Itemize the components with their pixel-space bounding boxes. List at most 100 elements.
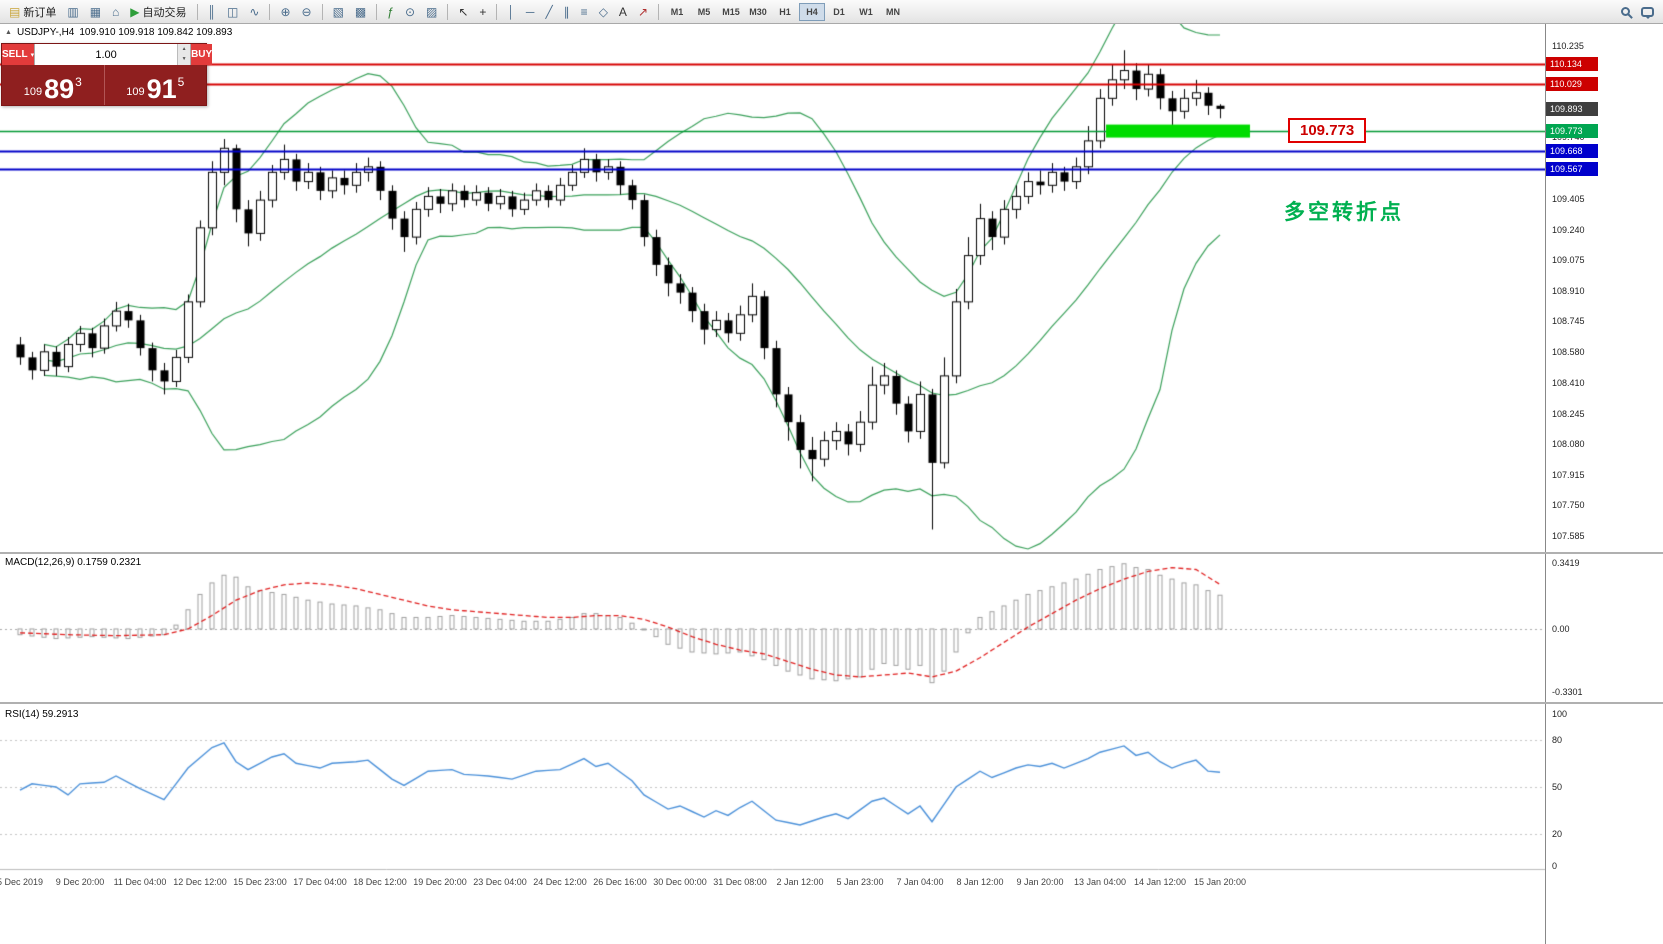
market-watch-icon: ▥ <box>67 4 79 19</box>
time-axis-label: 8 Jan 12:00 <box>956 877 1004 887</box>
price-tick-label: 108.910 <box>1552 285 1585 296</box>
periods-button[interactable]: ⊙ <box>400 2 420 22</box>
price-annotation-box[interactable]: 109.773 <box>1288 118 1367 143</box>
cursor-button[interactable]: ↖ <box>453 2 473 22</box>
fibonacci-icon: ≡ <box>580 4 588 19</box>
time-axis-label: 14 Jan 12:00 <box>1133 877 1187 887</box>
price-tick-label: 108.580 <box>1552 346 1585 357</box>
sell-label: SELL <box>2 49 28 60</box>
time-axis-label: 26 Dec 16:00 <box>593 877 647 887</box>
time-axis[interactable]: 5 Dec 2019 9 Dec 20:00 11 Dec 04:00 12 Dec … <box>0 873 1545 891</box>
trendline-button[interactable]: ╱ <box>540 2 557 22</box>
turning-point-label[interactable]: 多空转折点 <box>1284 201 1404 224</box>
new-order-icon: ▤ <box>9 4 21 19</box>
shapes-button[interactable]: ◇ <box>594 2 613 22</box>
market-watch-button[interactable]: ▥ <box>62 2 83 22</box>
toolbar-separator <box>496 3 498 20</box>
timeframe-h4-button[interactable]: H4 <box>799 2 825 21</box>
one-click-trading-panel: SELL ▾ ▲ ▼ BUY 109 89 3 109 <box>1 43 213 106</box>
collapse-triangle-icon[interactable]: ▲ <box>5 29 12 36</box>
new-order-button[interactable]: ▤ 新订单 <box>4 2 61 22</box>
price-tick-label: 107.915 <box>1552 469 1585 480</box>
time-axis-label: 15 Jan 20:00 <box>1193 877 1247 887</box>
toolbar-separator <box>269 3 271 20</box>
price-tick-label: 109.075 <box>1552 255 1585 266</box>
arrows-button[interactable]: ↗ <box>633 2 653 22</box>
bar-chart-button[interactable]: ║ <box>203 2 222 22</box>
macd-tick-label: -0.3301 <box>1552 687 1583 698</box>
macd-tick-label: 0.00 <box>1552 623 1570 634</box>
play-icon: ▶ <box>130 4 140 19</box>
arrow-icon: ↗ <box>637 4 648 19</box>
horizontal-line-button[interactable]: ─ <box>521 2 540 22</box>
price-tick-label: 108.080 <box>1552 439 1585 450</box>
price-axis[interactable]: 110.235109.740109.405109.240109.075108.9… <box>1545 24 1663 944</box>
zoom-in-button[interactable]: ⊕ <box>275 2 295 22</box>
auto-trading-button[interactable]: ▶ 自动交易 <box>125 2 191 22</box>
price-tag: 109.668 <box>1546 143 1598 158</box>
toolbar-separator <box>658 3 659 20</box>
rsi-tick-label: 80 <box>1552 734 1563 745</box>
time-axis-label: 5 Jan 23:00 <box>836 877 884 887</box>
rsi-tick-label: 100 <box>1552 709 1568 719</box>
timeframe-h1-button[interactable]: H1 <box>772 3 798 21</box>
sell-price-big: 89 <box>44 73 75 104</box>
macd-panel-splitter[interactable] <box>0 552 1663 554</box>
tile-windows-button[interactable]: ▩ <box>350 2 371 22</box>
buy-price[interactable]: 109 91 5 <box>105 65 207 105</box>
time-axis-label: 11 Dec 04:00 <box>113 877 167 887</box>
timeframe-d1-button[interactable]: D1 <box>826 3 852 21</box>
sell-button[interactable]: SELL ▾ <box>2 44 35 65</box>
timeframe-m5-button[interactable]: M5 <box>691 3 717 21</box>
timeframe-w1-button[interactable]: W1 <box>853 3 879 21</box>
candlestick-chart-button[interactable]: ◫ <box>222 2 243 22</box>
buy-price-prefix: 109 <box>126 86 145 98</box>
timeframe-mn-button[interactable]: MN <box>880 3 906 21</box>
price-chart-canvas[interactable] <box>0 24 1545 944</box>
text-icon: A <box>618 4 627 19</box>
volume-input[interactable] <box>35 44 178 65</box>
new-chart-button[interactable]: ▧ <box>328 2 349 22</box>
channel-button[interactable]: ∥ <box>559 2 575 22</box>
buy-button[interactable]: BUY <box>191 44 213 65</box>
text-button[interactable]: A <box>614 2 632 22</box>
timeframe-m1-button[interactable]: M1 <box>664 3 690 21</box>
vertical-line-button[interactable]: │ <box>502 2 520 22</box>
zoom-out-button[interactable]: ⊖ <box>297 2 317 22</box>
line-chart-button[interactable]: ∿ <box>244 2 264 22</box>
data-window-button[interactable]: ▦ <box>85 2 106 22</box>
toolbar-button-label: 新订单 <box>23 6 57 19</box>
sell-price[interactable]: 109 89 3 <box>2 65 104 105</box>
timeframe-m30-button[interactable]: M30 <box>745 3 771 21</box>
time-axis-label: 18 Dec 12:00 <box>353 877 407 887</box>
rsi-panel-splitter[interactable] <box>0 702 1663 704</box>
templates-button[interactable]: ▨ <box>421 2 442 22</box>
timeframe-m15-button[interactable]: M15 <box>718 3 744 21</box>
rsi-tick-label: 50 <box>1552 782 1563 792</box>
time-axis-label: 13 Jan 04:00 <box>1073 877 1127 887</box>
clock-icon: ⊙ <box>404 4 415 19</box>
price-tag: 109.893 <box>1546 101 1598 116</box>
trade-panel-prices: 109 89 3 109 91 5 <box>2 65 206 105</box>
fibonacci-button[interactable]: ≡ <box>576 2 593 22</box>
spin-up-button[interactable]: ▲ <box>178 44 191 55</box>
chart-title: ▲ USDJPY-,H4 109.910 109.918 109.842 109… <box>5 27 232 38</box>
trendline-icon: ╱ <box>545 4 553 19</box>
chevron-down-icon: ▾ <box>30 51 35 59</box>
spin-down-button[interactable]: ▼ <box>178 54 191 65</box>
chart-area: ▲ USDJPY-,H4 109.910 109.918 109.842 109… <box>0 24 1545 944</box>
buy-price-sup: 5 <box>177 75 185 89</box>
price-tick-label: 108.745 <box>1552 316 1585 327</box>
search-symbol-button[interactable] <box>1616 2 1635 22</box>
indicators-icon: ƒ <box>387 4 394 19</box>
crosshair-button[interactable]: + <box>474 2 491 22</box>
time-axis-label: 2 Jan 12:00 <box>776 877 824 887</box>
zoom-in-icon: ⊕ <box>280 4 291 19</box>
price-tick-label: 108.410 <box>1552 378 1585 389</box>
sell-price-prefix: 109 <box>23 86 43 98</box>
indicators-button[interactable]: ƒ <box>382 2 399 22</box>
price-tick-label: 108.245 <box>1552 408 1585 419</box>
community-chat-button[interactable] <box>1636 2 1659 22</box>
buy-price-big: 91 <box>146 73 177 104</box>
navigator-button[interactable]: ⌂ <box>107 2 124 22</box>
